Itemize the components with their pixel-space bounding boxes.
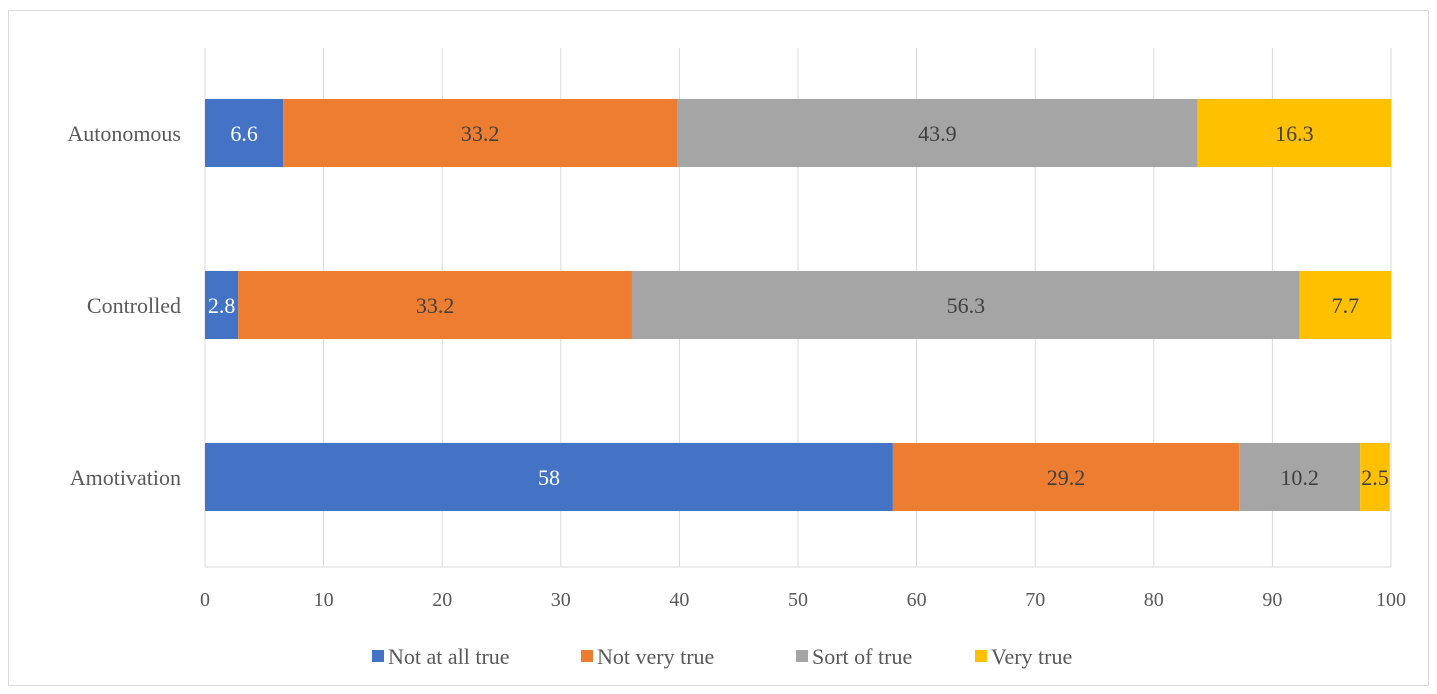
legend-label: Not very true bbox=[597, 644, 714, 669]
x-tick-label: 100 bbox=[1376, 589, 1406, 611]
x-tick-label: 10 bbox=[314, 589, 334, 611]
x-tick-label: 60 bbox=[907, 589, 927, 611]
x-tick-label: 0 bbox=[200, 589, 210, 611]
x-tick-label: 40 bbox=[669, 589, 689, 611]
data-label: 7.7 bbox=[1332, 293, 1360, 318]
legend-label: Sort of true bbox=[812, 644, 912, 669]
data-label: 10.2 bbox=[1280, 465, 1319, 490]
bar-segment bbox=[1360, 443, 1390, 511]
x-tick-label: 80 bbox=[1144, 589, 1164, 611]
legend-swatch bbox=[581, 650, 593, 662]
legend-swatch bbox=[372, 650, 384, 662]
bar-segment bbox=[1197, 99, 1391, 167]
legend-label: Very true bbox=[991, 644, 1072, 669]
data-label: 6.6 bbox=[230, 121, 258, 146]
data-label: 56.3 bbox=[947, 293, 986, 318]
bar-segment bbox=[1299, 271, 1391, 339]
bar-segment bbox=[1239, 443, 1361, 511]
category-label: Controlled bbox=[87, 293, 181, 318]
legend-label: Not at all true bbox=[388, 644, 510, 669]
bar-segment bbox=[205, 271, 239, 339]
data-label: 33.2 bbox=[416, 293, 455, 318]
bar-segment bbox=[205, 99, 284, 167]
bar-segment bbox=[892, 443, 1240, 511]
x-tick-label: 70 bbox=[1025, 589, 1045, 611]
legend-swatch bbox=[975, 650, 987, 662]
x-tick-label: 30 bbox=[551, 589, 571, 611]
data-label: 29.2 bbox=[1047, 465, 1086, 490]
bar-segment bbox=[677, 99, 1198, 167]
data-label: 2.5 bbox=[1361, 465, 1389, 490]
category-label: Amotivation bbox=[70, 465, 181, 490]
legend-swatch bbox=[796, 650, 808, 662]
bar-segment bbox=[631, 271, 1300, 339]
data-label: 2.8 bbox=[208, 293, 236, 318]
data-label: 43.9 bbox=[918, 121, 957, 146]
bar-segment bbox=[238, 271, 632, 339]
category-label: Autonomous bbox=[67, 121, 181, 146]
x-tick-label: 50 bbox=[788, 589, 808, 611]
x-tick-label: 90 bbox=[1262, 589, 1282, 611]
data-label: 58 bbox=[538, 465, 560, 490]
data-label: 33.2 bbox=[461, 121, 500, 146]
bar-segment bbox=[205, 443, 893, 511]
bar-segment bbox=[283, 99, 678, 167]
data-label: 16.3 bbox=[1275, 121, 1314, 146]
x-tick-label: 20 bbox=[432, 589, 452, 611]
